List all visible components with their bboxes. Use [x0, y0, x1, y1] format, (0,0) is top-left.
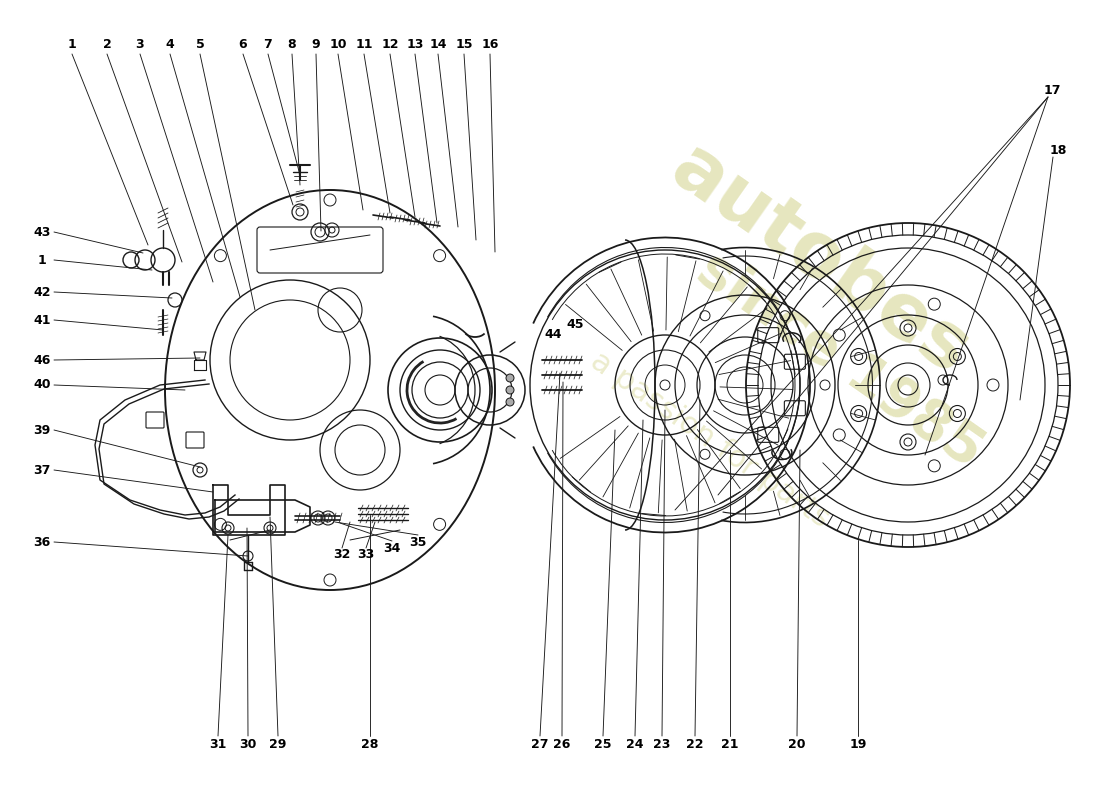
Text: 37: 37: [33, 463, 51, 477]
Text: 13: 13: [406, 38, 424, 51]
Text: 17: 17: [1043, 83, 1060, 97]
Text: 30: 30: [240, 738, 256, 751]
Text: 24: 24: [626, 738, 644, 751]
Text: a passion for parts: a passion for parts: [585, 346, 835, 534]
Text: 46: 46: [33, 354, 51, 366]
Text: 15: 15: [455, 38, 473, 51]
Text: 29: 29: [270, 738, 287, 751]
Text: 41: 41: [33, 314, 51, 326]
Text: 39: 39: [33, 423, 51, 437]
Circle shape: [506, 386, 514, 394]
Text: 44: 44: [544, 329, 562, 342]
Text: autobes: autobes: [657, 130, 983, 390]
Text: 32: 32: [333, 549, 351, 562]
Circle shape: [506, 374, 514, 382]
Text: 28: 28: [361, 738, 378, 751]
Text: 21: 21: [722, 738, 739, 751]
Circle shape: [506, 398, 514, 406]
Text: 42: 42: [33, 286, 51, 298]
Text: 9: 9: [311, 38, 320, 51]
Text: 43: 43: [33, 226, 51, 238]
Text: 8: 8: [288, 38, 296, 51]
Text: 31: 31: [209, 738, 227, 751]
Text: 34: 34: [383, 542, 400, 554]
Text: 5: 5: [196, 38, 205, 51]
Text: 16: 16: [482, 38, 498, 51]
Text: 27: 27: [531, 738, 549, 751]
Text: 35: 35: [409, 535, 427, 549]
Text: 6: 6: [239, 38, 248, 51]
Text: 33: 33: [358, 549, 375, 562]
Text: 4: 4: [166, 38, 175, 51]
Text: 1: 1: [67, 38, 76, 51]
Text: 19: 19: [849, 738, 867, 751]
Text: 20: 20: [789, 738, 805, 751]
Text: 45: 45: [566, 318, 584, 331]
Text: 26: 26: [553, 738, 571, 751]
Text: 36: 36: [33, 535, 51, 549]
Text: 12: 12: [382, 38, 398, 51]
Text: 18: 18: [1049, 143, 1067, 157]
Text: 22: 22: [686, 738, 704, 751]
Text: 23: 23: [653, 738, 671, 751]
Text: 10: 10: [329, 38, 346, 51]
Text: 14: 14: [429, 38, 447, 51]
Text: 3: 3: [135, 38, 144, 51]
Text: 7: 7: [264, 38, 273, 51]
Text: 1: 1: [37, 254, 46, 266]
Text: 2: 2: [102, 38, 111, 51]
Text: since 1985: since 1985: [686, 242, 993, 478]
Text: 11: 11: [355, 38, 373, 51]
Text: 40: 40: [33, 378, 51, 391]
Text: 25: 25: [594, 738, 612, 751]
